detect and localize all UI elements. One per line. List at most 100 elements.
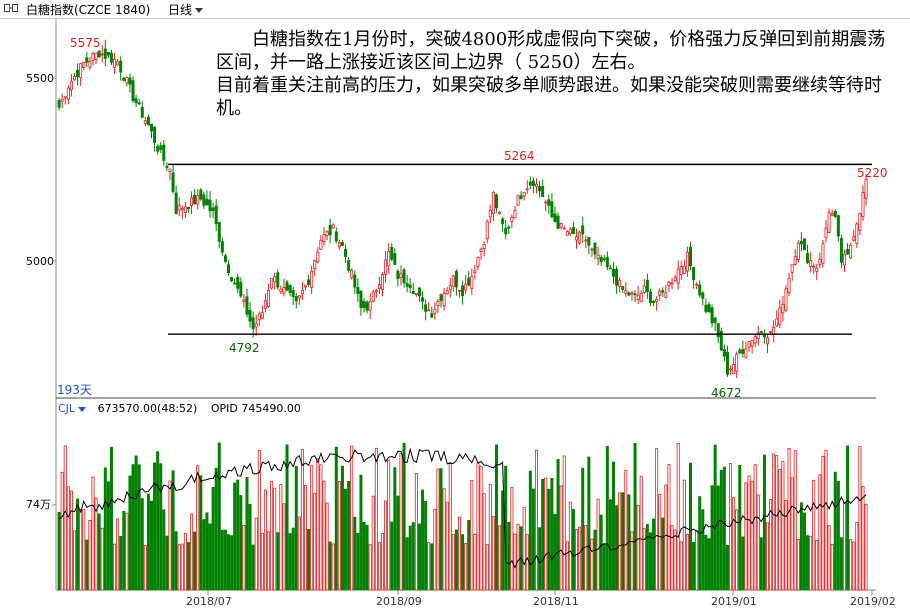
volume-bar: [153, 462, 157, 591]
volume-bar: [66, 486, 70, 591]
period-selector[interactable]: 日线: [168, 1, 204, 18]
chart-window-icon[interactable]: [4, 4, 18, 12]
candle: [387, 243, 391, 274]
candle: [79, 62, 83, 86]
candle: [716, 323, 720, 344]
candle: [738, 347, 742, 355]
candle: [655, 296, 659, 311]
candle: [513, 206, 517, 219]
volume-bar: [658, 493, 662, 591]
candle: [852, 229, 856, 242]
date-label: 2019/02: [850, 595, 896, 608]
volume-bar: [806, 535, 810, 591]
volume-bar: [211, 486, 215, 591]
volume-bar: [485, 544, 489, 591]
volume-bar: [762, 454, 766, 591]
candle: [827, 208, 831, 233]
candle: [692, 266, 696, 289]
volume-bar: [202, 519, 206, 591]
volume-bar: [328, 541, 332, 591]
candle: [562, 225, 566, 230]
candle: [491, 190, 495, 222]
candle: [76, 63, 80, 86]
volume-bar: [186, 542, 190, 591]
volume-bar: [402, 442, 406, 591]
price-label-low-4792: 4792: [229, 341, 260, 355]
candle: [337, 239, 341, 250]
volume-bar: [103, 467, 107, 591]
volume-bar: [738, 464, 742, 591]
candle: [467, 271, 471, 287]
volume-bar: [359, 474, 363, 591]
volume-bar: [288, 533, 292, 591]
candle: [230, 276, 234, 283]
candle: [596, 246, 600, 266]
candle: [137, 98, 141, 106]
candle: [689, 241, 693, 271]
candle: [741, 340, 745, 358]
candle: [605, 251, 609, 271]
candle: [498, 210, 502, 215]
volume-bar: [531, 488, 535, 591]
candle: [476, 256, 480, 271]
volume-bar: [260, 532, 264, 591]
candle: [57, 98, 61, 111]
candle: [679, 261, 683, 280]
candle: [556, 212, 560, 229]
candle: [479, 247, 483, 261]
volume-bar: [510, 487, 514, 591]
volume-bar: [208, 523, 212, 591]
volume-bar: [667, 464, 671, 591]
volume-bar: [741, 536, 745, 591]
candle: [380, 272, 384, 297]
volume-bar: [236, 479, 240, 591]
volume-bar: [568, 501, 572, 591]
candle: [784, 285, 788, 312]
candle: [698, 280, 702, 298]
volume-bar: [772, 453, 776, 591]
candle: [384, 251, 388, 283]
period-label: 日线: [168, 3, 193, 17]
volume-bar: [513, 533, 517, 591]
volume-bar: [645, 524, 649, 591]
candle: [599, 254, 603, 267]
volume-series: [57, 442, 868, 591]
candle: [196, 188, 200, 210]
candle: [673, 274, 677, 283]
volume-bar: [476, 462, 480, 591]
volume-bar: [85, 539, 89, 591]
candle: [578, 230, 582, 245]
volume-bar: [424, 500, 428, 591]
candle: [485, 219, 489, 244]
volume-bar: [414, 473, 418, 591]
candle: [858, 212, 862, 235]
volume-bar: [744, 482, 748, 591]
price-axis-label-5500: 5500: [26, 72, 54, 85]
volume-bar: [559, 485, 563, 591]
candle: [143, 116, 147, 127]
candle: [214, 199, 218, 232]
candle: [547, 194, 551, 214]
volume-indicator-selector[interactable]: CJL: [58, 402, 87, 415]
volume-bar: [722, 466, 726, 591]
volume-bar: [784, 500, 788, 591]
candle: [408, 278, 412, 294]
volume-bar: [833, 471, 837, 591]
candle: [109, 49, 113, 65]
day-count-label: 193天: [57, 383, 92, 397]
volume-bar: [325, 502, 329, 591]
volume-bar: [498, 525, 502, 591]
volume-bar: [461, 534, 465, 591]
candle: [421, 291, 425, 310]
candle: [140, 100, 144, 119]
candle: [747, 341, 751, 352]
candle: [128, 73, 132, 93]
candle: [82, 61, 86, 71]
volume-bar: [855, 522, 859, 591]
volume-header: CJL 673570.00(48:52) OPID 745490.00: [58, 402, 301, 415]
candle: [174, 185, 178, 215]
volume-bar: [525, 534, 529, 591]
candle: [106, 51, 110, 58]
volume-bar: [193, 531, 197, 591]
